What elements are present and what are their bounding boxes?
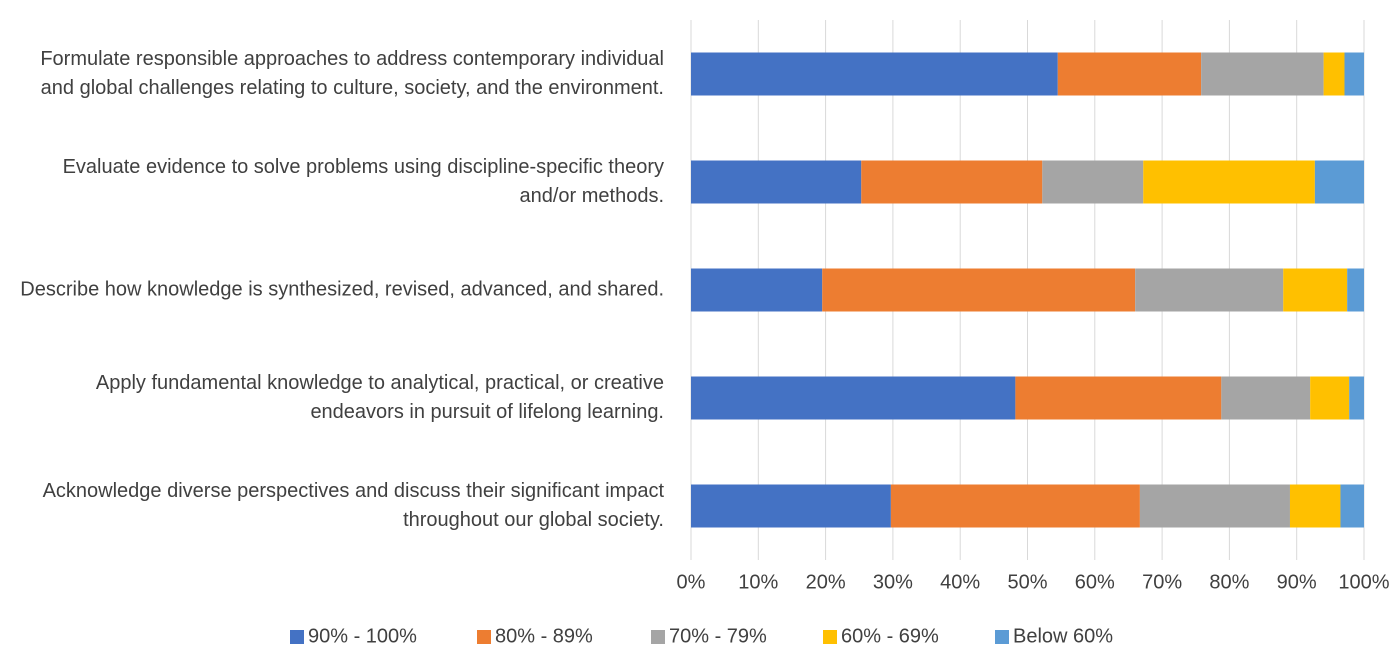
- bar-segment: [691, 376, 1016, 420]
- x-tick-label: 30%: [873, 571, 913, 593]
- bar-segment: [691, 484, 891, 528]
- bar-segment: [822, 268, 1136, 312]
- bar-segment: [1201, 52, 1324, 96]
- x-tick-label: 40%: [940, 571, 980, 593]
- x-tick-label: 80%: [1209, 571, 1249, 593]
- y-tick-label: Acknowledge diverse perspectives and dis…: [42, 480, 664, 531]
- x-tick-label: 20%: [806, 571, 846, 593]
- y-tick-label: Apply fundamental knowledge to analytica…: [95, 372, 664, 423]
- legend-swatch: [995, 630, 1009, 644]
- y-tick-label: Describe how knowledge is synthesized, r…: [20, 278, 664, 301]
- x-tick-label: 0%: [677, 571, 706, 593]
- bar-segment: [1310, 376, 1350, 420]
- legend-label: 70% - 79%: [669, 625, 767, 647]
- x-tick-label: 70%: [1142, 571, 1182, 593]
- y-tick-label: Formulate responsible approaches to addr…: [40, 48, 664, 99]
- bar-segment: [691, 160, 862, 204]
- bar-segment: [1135, 268, 1284, 312]
- legend-swatch: [651, 630, 665, 644]
- bar-segment: [1323, 52, 1345, 96]
- bar-segment: [1340, 484, 1364, 528]
- bar-segment: [1143, 160, 1315, 204]
- legend-swatch: [290, 630, 304, 644]
- bar-segment: [1314, 160, 1364, 204]
- x-tick-label: 60%: [1075, 571, 1115, 593]
- bar-segment: [861, 160, 1043, 204]
- bar-segment: [1057, 52, 1202, 96]
- bar-segment: [691, 268, 823, 312]
- x-tick-label: 50%: [1007, 571, 1047, 593]
- bar-segment: [1347, 268, 1364, 312]
- x-tick-label: 100%: [1338, 571, 1389, 593]
- legend-label: 90% - 100%: [308, 625, 417, 647]
- bar-segment: [1289, 484, 1341, 528]
- bar-segment: [1139, 484, 1290, 528]
- bar-segment: [1221, 376, 1311, 420]
- x-tick-label: 90%: [1277, 571, 1317, 593]
- bar-segment: [1349, 376, 1364, 420]
- x-tick-label: 10%: [738, 571, 778, 593]
- legend-swatch: [477, 630, 491, 644]
- bar-segment: [1344, 52, 1364, 96]
- y-tick-label: Evaluate evidence to solve problems usin…: [62, 156, 664, 207]
- legend-label: 60% - 69%: [841, 625, 939, 647]
- legend-label: 80% - 89%: [495, 625, 593, 647]
- bar-segment: [1283, 268, 1348, 312]
- bar-segment: [1042, 160, 1144, 204]
- bar-segment: [1015, 376, 1222, 420]
- bar-segment: [691, 52, 1058, 96]
- legend-label: Below 60%: [1013, 625, 1113, 647]
- bar-segment: [890, 484, 1140, 528]
- legend-swatch: [823, 630, 837, 644]
